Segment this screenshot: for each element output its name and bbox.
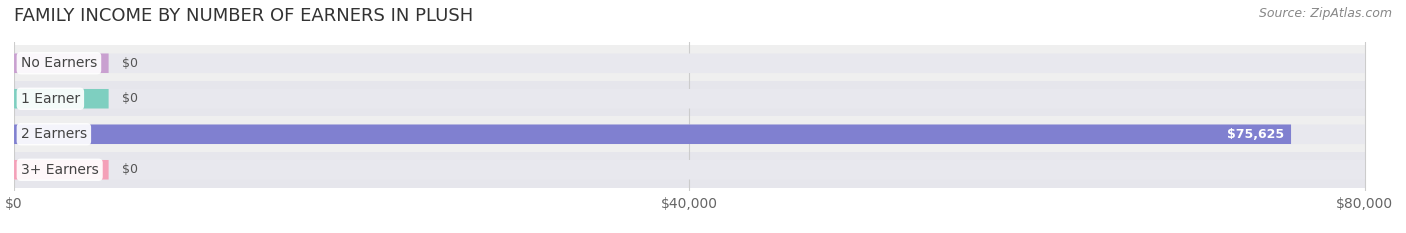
Text: FAMILY INCOME BY NUMBER OF EARNERS IN PLUSH: FAMILY INCOME BY NUMBER OF EARNERS IN PL… — [14, 7, 474, 25]
FancyBboxPatch shape — [14, 89, 108, 109]
FancyBboxPatch shape — [14, 124, 1291, 144]
Text: 1 Earner: 1 Earner — [21, 92, 80, 106]
Bar — [14, 45, 1365, 81]
Text: 2 Earners: 2 Earners — [21, 127, 87, 141]
Text: 3+ Earners: 3+ Earners — [21, 163, 98, 177]
Text: $0: $0 — [122, 92, 138, 105]
Text: No Earners: No Earners — [21, 56, 97, 70]
FancyBboxPatch shape — [14, 160, 1365, 179]
Text: $0: $0 — [122, 163, 138, 176]
FancyBboxPatch shape — [14, 160, 108, 179]
Text: $0: $0 — [122, 57, 138, 70]
Bar — [14, 152, 1365, 188]
Text: $75,625: $75,625 — [1227, 128, 1284, 141]
FancyBboxPatch shape — [14, 124, 1365, 144]
FancyBboxPatch shape — [14, 89, 1365, 109]
Bar — [14, 116, 1365, 152]
FancyBboxPatch shape — [14, 54, 1365, 73]
FancyBboxPatch shape — [14, 54, 108, 73]
Bar — [14, 81, 1365, 116]
Text: Source: ZipAtlas.com: Source: ZipAtlas.com — [1258, 7, 1392, 20]
